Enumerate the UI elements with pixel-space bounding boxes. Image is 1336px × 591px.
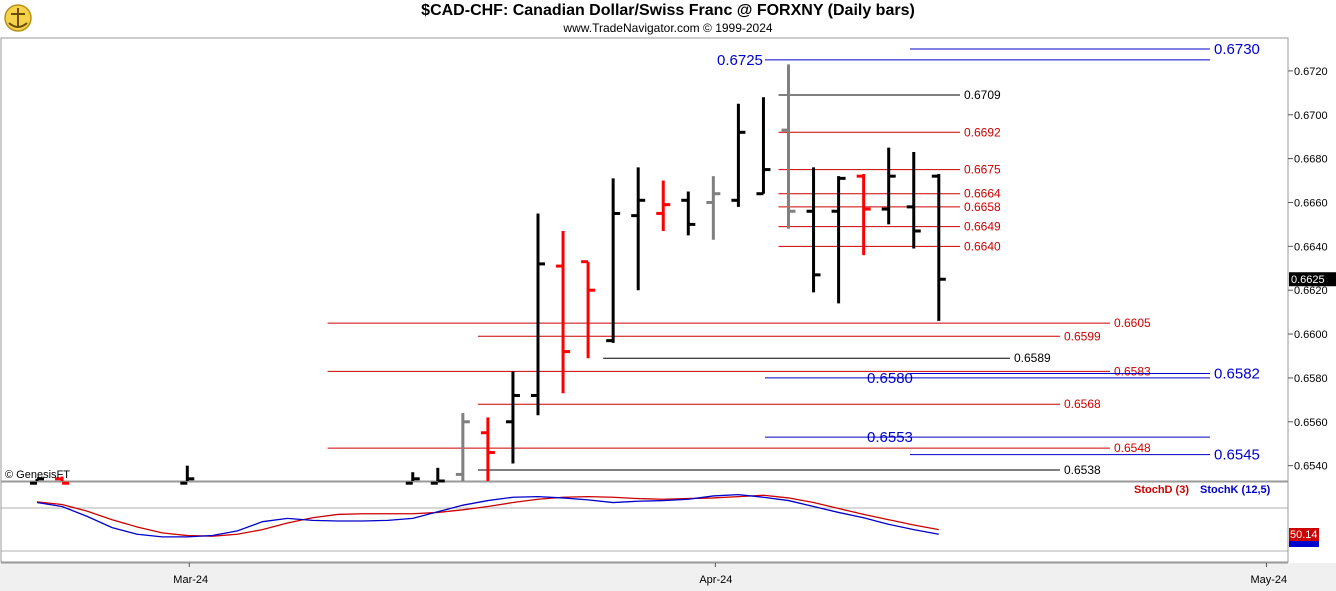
stochastic-value-label: 50.14 (1290, 529, 1318, 541)
x-axis-strip (0, 563, 1336, 591)
chart-title: $CAD-CHF: Canadian Dollar/Swiss Franc @ … (421, 2, 915, 19)
level-label: 0.6599 (1064, 329, 1101, 343)
level-label: 0.6658 (964, 200, 1001, 214)
y-tick-label: 0.6700 (1294, 110, 1328, 122)
level-label: 0.6605 (1114, 316, 1151, 330)
y-tick-label: 0.6640 (1294, 241, 1328, 253)
level-label: 0.6583 (1114, 364, 1151, 378)
level-label: 0.6664 (964, 187, 1001, 201)
stochastic-line-k (36, 493, 939, 538)
x-tick-label: Mar-24 (173, 574, 208, 586)
y-tick-label: 0.6620 (1294, 285, 1328, 297)
y-tick-label: 0.6580 (1294, 373, 1328, 385)
y-tick-label: 0.6680 (1294, 154, 1328, 166)
y-tick-label: 0.6720 (1294, 66, 1328, 78)
level-label: 0.6589 (1014, 351, 1051, 365)
level-label: 0.6568 (1064, 397, 1101, 411)
last-price-label: 0.6625 (1291, 274, 1325, 286)
legend-stochd: StochD (3) (1134, 484, 1189, 496)
level-label: 0.6640 (964, 239, 1001, 253)
projection-label: 0.6553 (867, 429, 913, 446)
last-price-badge (1289, 272, 1336, 287)
chart-subtitle: www.TradeNavigator.com © 1999-2024 (563, 21, 773, 35)
stochastic-k-badge (1289, 541, 1319, 547)
level-label: 0.6709 (964, 88, 1001, 102)
projection-label: 0.6582 (1214, 366, 1260, 383)
stochastic-panel (0, 481, 1289, 563)
y-tick-label: 0.6540 (1294, 461, 1328, 473)
level-label: 0.6675 (964, 163, 1001, 177)
level-label: 0.6538 (1064, 463, 1101, 477)
trade-navigator-logo-icon (3, 3, 33, 38)
x-tick-label: May-24 (1250, 574, 1287, 586)
projection-label: 0.6730 (1214, 41, 1260, 58)
projection-label: 0.6545 (1214, 447, 1260, 464)
level-label: 0.6548 (1114, 441, 1151, 455)
price-panel (0, 37, 1289, 482)
copyright-text: © GenesisFT (5, 469, 70, 481)
level-label: 0.6692 (964, 125, 1001, 139)
chart-header: $CAD-CHF: Canadian Dollar/Swiss Franc @ … (0, 0, 1336, 37)
level-label: 0.6649 (964, 220, 1001, 234)
y-tick-label: 0.6560 (1294, 417, 1328, 429)
projection-label: 0.6580 (867, 370, 913, 387)
legend-stochk: StochK (12,5) (1200, 484, 1271, 496)
stochastic-line-d (36, 494, 939, 537)
x-tick-label: Apr-24 (699, 574, 732, 586)
projection-label: 0.6725 (717, 52, 763, 69)
y-tick-label: 0.6660 (1294, 197, 1328, 209)
stochastic-value-badge (1289, 528, 1319, 541)
y-tick-label: 0.6600 (1294, 329, 1328, 341)
